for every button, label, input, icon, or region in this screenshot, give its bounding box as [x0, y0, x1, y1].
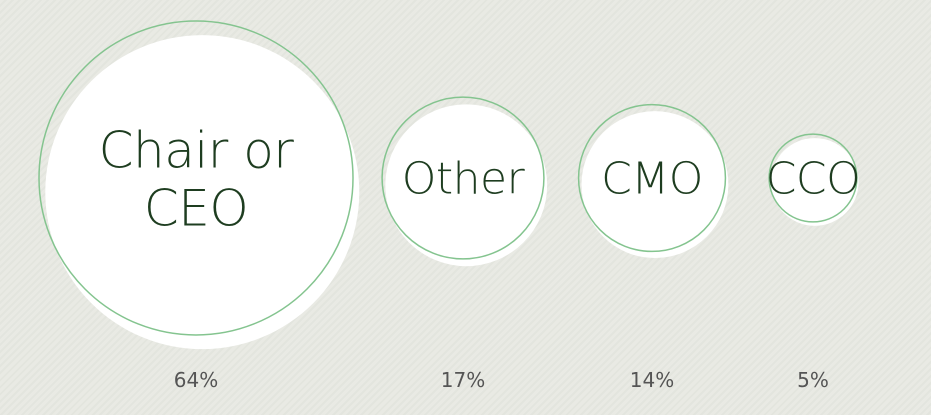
bubble-fill	[770, 138, 859, 226]
category-label: CCO	[765, 153, 861, 205]
bubble-outline	[381, 96, 545, 260]
bubble-fill	[385, 104, 548, 267]
category-label: Other	[401, 153, 525, 205]
value-label: 14%	[629, 368, 675, 392]
value-label: 64%	[173, 368, 219, 392]
bubble-outline	[38, 20, 354, 336]
value-label: 5%	[797, 368, 829, 392]
category-label: Chair or CEO	[98, 121, 294, 237]
bubble-outline	[768, 133, 858, 223]
bubble-fill	[581, 111, 729, 259]
bubble-outline	[577, 103, 727, 253]
bubble-fill	[45, 35, 360, 350]
value-label: 17%	[440, 368, 486, 392]
category-label: CMO	[601, 153, 703, 205]
